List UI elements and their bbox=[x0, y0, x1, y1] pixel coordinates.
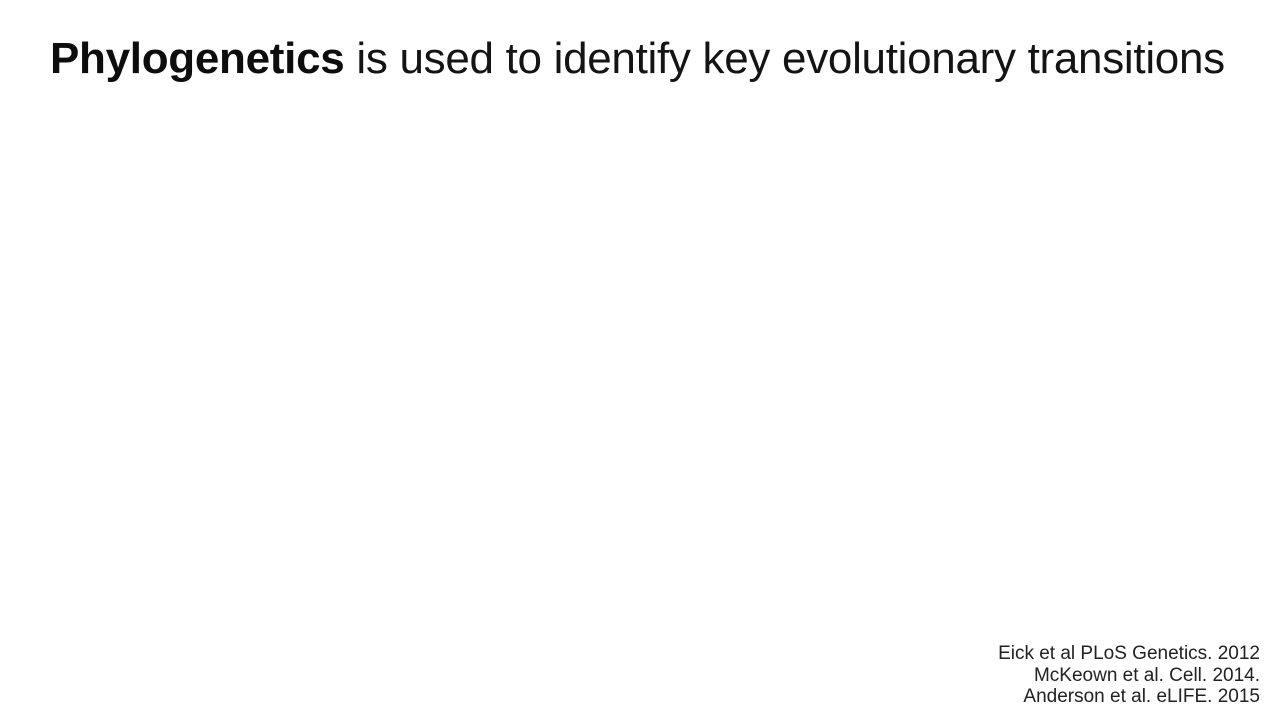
title-rest: is used to identify key evolutionary tra… bbox=[344, 34, 1225, 83]
reference-item: McKeown et al. Cell. 2014. bbox=[1033, 664, 1260, 686]
title-keyword: Phylogenetics bbox=[50, 34, 345, 83]
reference-item: Eick et al PLoS Genetics. 2012 bbox=[998, 643, 1260, 664]
references: Eick et al PLoS Genetics. 2012 McKeown e… bbox=[840, 643, 1260, 708]
slide-title: Phylogenetics is used to identify key ev… bbox=[50, 33, 1270, 85]
reference-item: Anderson et al. eLIFE. 2015 bbox=[1023, 686, 1260, 707]
